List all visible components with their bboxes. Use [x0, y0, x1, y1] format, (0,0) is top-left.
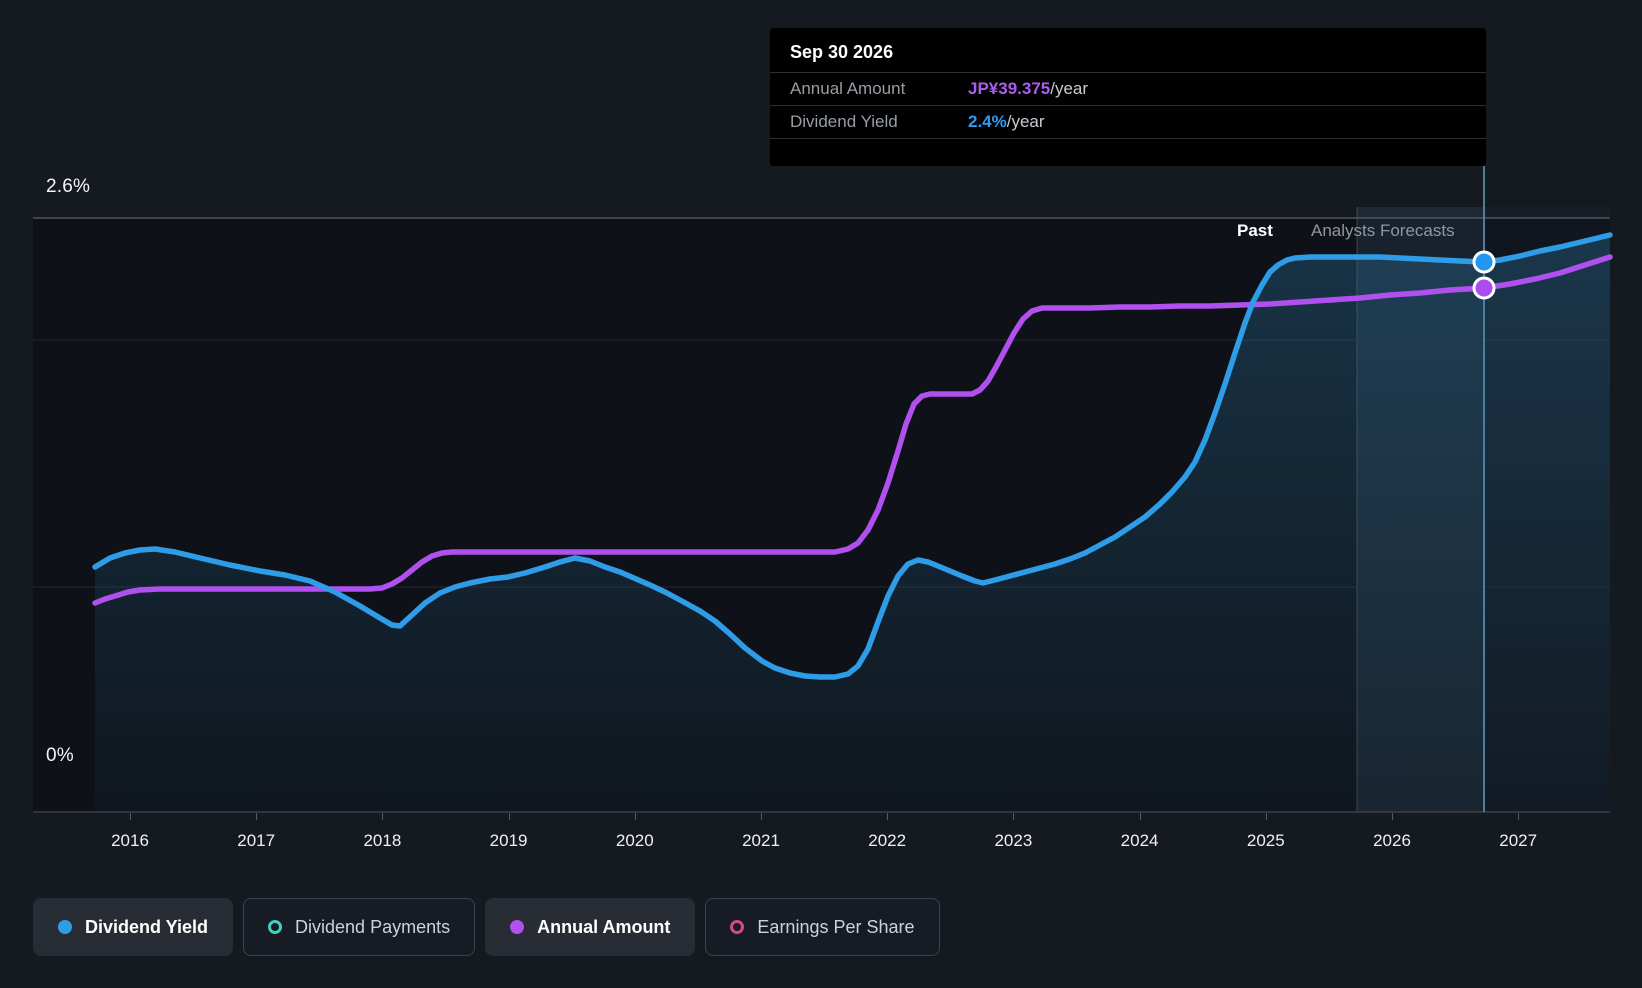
x-axis-tick: [1013, 813, 1015, 820]
x-axis-year-label: 2020: [615, 831, 654, 850]
legend-series-dot-icon: [268, 920, 283, 934]
x-axis-tick: [1265, 813, 1267, 820]
x-axis-tick: [508, 813, 510, 820]
chart-legend: Dividend Yield Dividend Payments Annual Am…: [33, 898, 940, 958]
x-axis-year-label: 2017: [237, 831, 276, 850]
x-axis-year-label: 2027: [1499, 831, 1538, 850]
x-axis-tick: [1392, 813, 1393, 820]
dividend-yield-line: [92, 232, 1613, 680]
legend-series-dot-icon: [730, 920, 745, 934]
tooltip-row-value: JP¥39.375: [968, 79, 1051, 98]
x-axis-year-label: 2021: [742, 831, 780, 850]
tooltip-row: Dividend Yield 2.4%/year: [770, 106, 1486, 139]
legend-button-label: Dividend Yield: [85, 916, 209, 937]
x-axis-tick: [1139, 813, 1141, 820]
legend-button-label: Earnings Per Share: [757, 916, 915, 937]
x-axis-tick: [130, 813, 131, 820]
past-annotation: Past: [1237, 221, 1273, 240]
legend-series-dot-icon: [58, 920, 72, 934]
legend-button-annual-amount[interactable]: Annual Amount: [485, 898, 696, 956]
tooltip-date: Sep 30 2026: [770, 28, 1486, 73]
tooltip-rows: Annual Amount JP¥39.375/year Dividend Yiel…: [770, 73, 1486, 139]
tooltip-row: Annual Amount JP¥39.375/year: [770, 73, 1486, 106]
tooltip-row-label: Annual Amount: [790, 79, 906, 98]
x-axis-tick: [256, 813, 258, 820]
x-axis-year-label: 2023: [994, 831, 1033, 850]
tooltip-row-suffix: /year: [1050, 79, 1089, 98]
y-axis-zero-label: 0%: [46, 745, 74, 766]
dividend-chart-canvas[interactable]: [0, 0, 1642, 850]
dividend-yield-area: [95, 235, 1610, 812]
annual-amount-line: [92, 254, 1613, 606]
annual-amount-hover-marker: [1472, 276, 1496, 300]
y-axis-max-label: 2.6%: [46, 176, 91, 197]
x-axis-tick: [1518, 813, 1520, 820]
x-axis-year-label: 2026: [1373, 831, 1411, 850]
x-axis-year-label: 2022: [868, 831, 907, 850]
x-axis-tick: [634, 813, 636, 820]
legend-button-label: Annual Amount: [537, 916, 671, 937]
dividend-yield-hover-marker: [1472, 250, 1496, 274]
x-axis-year-label: 2019: [489, 831, 528, 850]
x-axis-tick: [761, 813, 762, 820]
x-axis-tick: [382, 813, 384, 820]
legend-button-dividend-payments[interactable]: Dividend Payments: [243, 898, 476, 956]
tooltip-row-suffix: /year: [1006, 112, 1045, 131]
x-axis-year-label: 2018: [363, 831, 402, 850]
x-axis-year-label: 2024: [1120, 831, 1159, 850]
x-axis-tick: [887, 813, 889, 820]
legend-button-label: Dividend Payments: [295, 916, 451, 937]
tooltip-row-value: 2.4%: [968, 112, 1007, 131]
x-axis-year-label: 2025: [1246, 831, 1285, 850]
x-axis-year-label: 2016: [111, 831, 149, 850]
chart-tooltip: Sep 30 2026 Annual Amount JP¥39.375/year D…: [770, 28, 1486, 166]
legend-series-dot-icon: [510, 920, 525, 934]
legend-button-dividend-yield[interactable]: Dividend Yield: [33, 898, 234, 956]
analysts-forecasts-annotation: Analysts Forecasts: [1311, 221, 1455, 240]
legend-button-earnings-per-share[interactable]: Earnings Per Share: [705, 898, 940, 956]
tooltip-row-label: Dividend Yield: [790, 112, 898, 131]
